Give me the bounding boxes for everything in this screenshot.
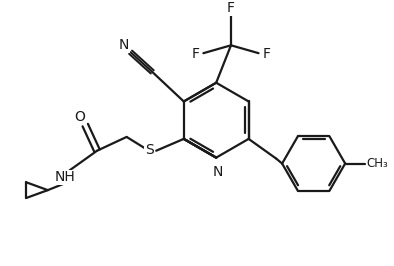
Text: F: F <box>191 47 199 61</box>
Text: S: S <box>145 143 154 157</box>
Text: O: O <box>74 110 85 124</box>
Text: N: N <box>213 164 223 178</box>
Text: CH₃: CH₃ <box>367 157 388 170</box>
Text: F: F <box>262 47 270 61</box>
Text: NH: NH <box>54 170 75 184</box>
Text: F: F <box>227 1 235 15</box>
Text: N: N <box>119 38 129 52</box>
